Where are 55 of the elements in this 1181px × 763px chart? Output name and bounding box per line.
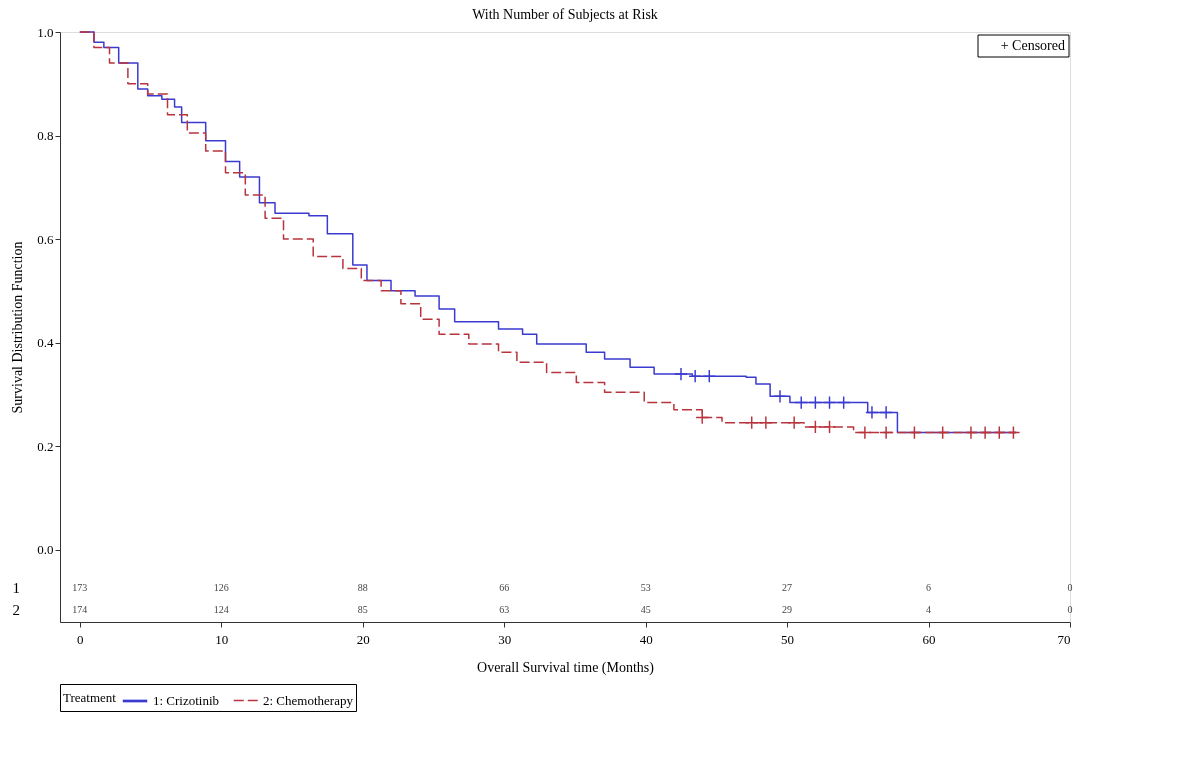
x-tick-label: 10 xyxy=(215,631,229,647)
annotation: 6 xyxy=(926,582,932,593)
legend-label: 2: Chemotherapy xyxy=(263,692,354,708)
point xyxy=(703,370,716,383)
x-tick-label: 60 xyxy=(922,631,936,647)
y-tick-label: 0.2 xyxy=(37,438,54,454)
x-tick-label: 50 xyxy=(781,631,795,647)
y-tick-label: 1.0 xyxy=(37,24,54,40)
annotation: 53 xyxy=(640,582,651,593)
point xyxy=(809,420,822,434)
x-tick-label: 0 xyxy=(77,631,84,647)
annotation: 4 xyxy=(926,604,932,615)
x-tick-label: 40 xyxy=(639,631,653,647)
annotation: 124 xyxy=(213,604,229,615)
legend-title: Treatment xyxy=(63,690,117,705)
point xyxy=(795,396,808,409)
y-tick-label: 0.8 xyxy=(37,128,54,144)
point xyxy=(979,426,992,439)
annotation: 126 xyxy=(213,582,229,593)
x-tick-label: 70 xyxy=(1057,631,1071,647)
point xyxy=(773,390,787,403)
annotation: 88 xyxy=(357,582,368,593)
y-tick-label: 0.0 xyxy=(37,542,54,558)
y-tick-label: 0.6 xyxy=(37,231,54,247)
annotation: 0 xyxy=(1067,582,1073,593)
point xyxy=(858,426,872,439)
annotation: 85 xyxy=(357,604,368,615)
point xyxy=(879,406,893,419)
point xyxy=(674,367,688,381)
annotation: 45 xyxy=(640,604,651,615)
text: 1 xyxy=(12,580,20,596)
x-tick-label: 30 xyxy=(498,631,512,647)
legend-label: 1: Crizotinib xyxy=(153,693,220,708)
annotation: 173 xyxy=(72,582,88,593)
y-tick-label: 0.4 xyxy=(37,335,54,351)
point xyxy=(823,420,836,434)
annotation: 174 xyxy=(72,604,88,615)
point xyxy=(865,406,879,419)
annotation: 63 xyxy=(499,604,510,615)
annotation: 66 xyxy=(499,582,510,593)
chart-title: With Number of Subjects at Risk xyxy=(472,7,658,22)
annotation: 0 xyxy=(1067,604,1073,615)
point xyxy=(788,416,801,429)
point xyxy=(879,426,893,439)
y-axis-title: Survival Distribution Function xyxy=(10,241,26,414)
annotation: 29 xyxy=(782,604,793,615)
x-tick-label: 20 xyxy=(356,631,370,647)
point xyxy=(689,370,702,383)
point xyxy=(696,411,709,424)
text: 2 xyxy=(12,602,20,618)
annotation: + Censored xyxy=(1000,38,1065,53)
point xyxy=(964,426,978,439)
annotation: 27 xyxy=(782,582,793,593)
x-axis-title: Overall Survival time (Months) xyxy=(477,659,655,676)
point xyxy=(759,416,772,429)
